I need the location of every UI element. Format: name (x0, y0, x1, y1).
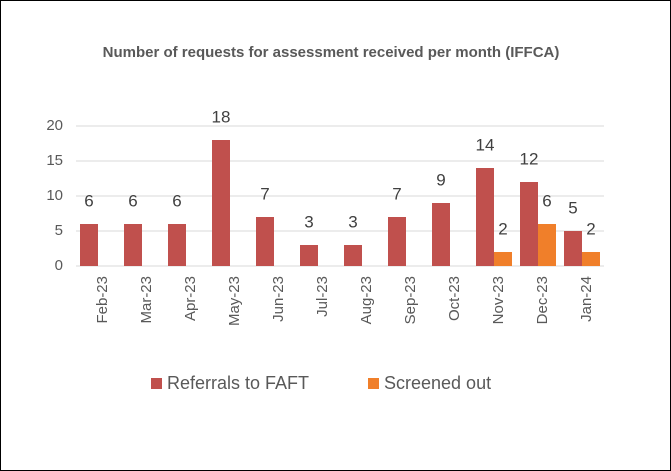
bar (582, 252, 600, 266)
chart-title: Number of requests for assessment receiv… (102, 44, 560, 61)
y-tick-label: 5 (55, 222, 63, 239)
bar (564, 231, 582, 266)
legend-swatch (368, 378, 379, 389)
bar (476, 168, 494, 266)
x-tick-label: Apr-23 (182, 276, 199, 321)
bar (80, 224, 98, 266)
data-label: 14 (476, 135, 495, 154)
x-tick-label: May-23 (226, 276, 243, 326)
x-tick-label: Dec-23 (534, 276, 551, 324)
legend-swatch (151, 378, 162, 389)
bar (494, 252, 512, 266)
data-label: 2 (586, 219, 595, 238)
bar (124, 224, 142, 266)
data-label: 6 (172, 191, 181, 210)
legend-label: Screened out (384, 373, 491, 393)
y-tick-label: 10 (46, 187, 63, 204)
data-label: 5 (568, 198, 577, 217)
data-label: 7 (392, 184, 401, 203)
x-tick-label: Sep-23 (402, 276, 419, 324)
bar (212, 140, 230, 266)
data-label: 6 (128, 191, 137, 210)
data-label: 7 (260, 184, 269, 203)
y-tick-label: 20 (46, 117, 63, 134)
x-tick-label: Aug-23 (358, 276, 375, 324)
bar (388, 217, 406, 266)
bar (168, 224, 186, 266)
x-tick-label: Nov-23 (490, 276, 507, 324)
bar (432, 203, 450, 266)
x-tick-label: Jan-24 (578, 276, 595, 322)
data-label: 12 (520, 149, 539, 168)
x-tick-label: Oct-23 (446, 276, 463, 321)
data-label: 2 (498, 219, 507, 238)
data-label: 6 (542, 191, 551, 210)
data-label: 3 (348, 212, 357, 231)
bar (538, 224, 556, 266)
x-tick-label: Jun-23 (270, 276, 287, 322)
data-label: 6 (84, 191, 93, 210)
x-tick-label: Jul-23 (314, 276, 331, 317)
y-tick-label: 0 (55, 257, 63, 274)
bar (520, 182, 538, 266)
data-label: 3 (304, 212, 313, 231)
x-tick-label: Mar-23 (138, 276, 155, 324)
data-label: 9 (436, 170, 445, 189)
bar (256, 217, 274, 266)
legend-label: Referrals to FAFT (167, 373, 309, 393)
x-tick-label: Feb-23 (94, 276, 111, 324)
bar (344, 245, 362, 266)
bar (300, 245, 318, 266)
data-label: 18 (212, 107, 231, 126)
y-tick-label: 15 (46, 152, 63, 169)
